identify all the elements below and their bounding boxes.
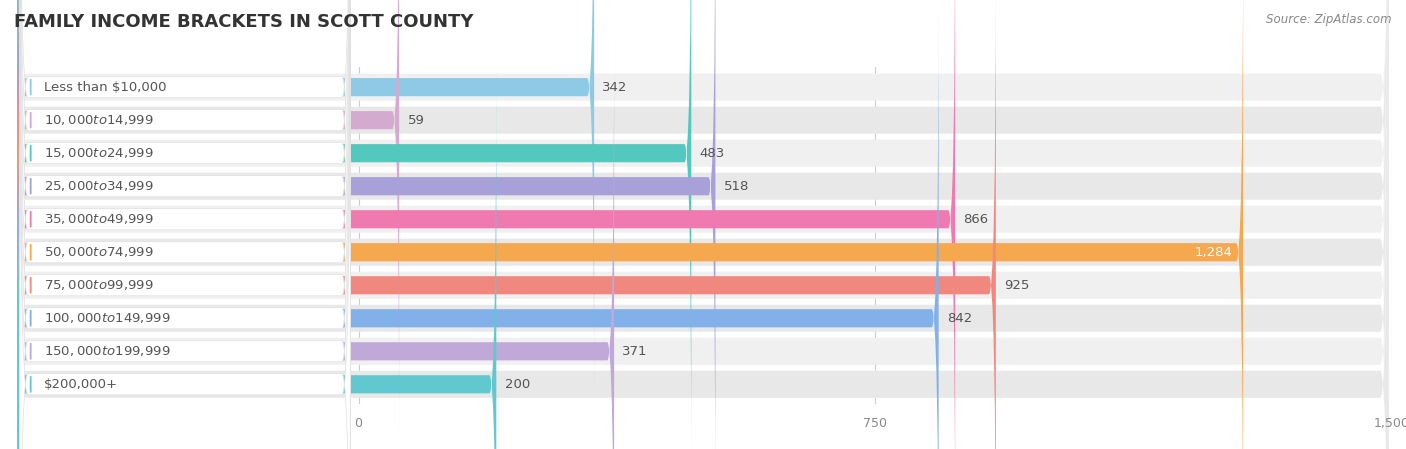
- FancyBboxPatch shape: [17, 0, 1389, 449]
- Text: FAMILY INCOME BRACKETS IN SCOTT COUNTY: FAMILY INCOME BRACKETS IN SCOTT COUNTY: [14, 13, 474, 31]
- Text: 842: 842: [946, 312, 972, 325]
- FancyBboxPatch shape: [17, 0, 716, 449]
- Text: 59: 59: [408, 114, 425, 127]
- FancyBboxPatch shape: [17, 0, 1389, 449]
- Text: $35,000 to $49,999: $35,000 to $49,999: [45, 212, 155, 226]
- Text: 866: 866: [963, 213, 988, 226]
- FancyBboxPatch shape: [17, 0, 1389, 449]
- Text: $100,000 to $149,999: $100,000 to $149,999: [45, 311, 172, 325]
- FancyBboxPatch shape: [20, 0, 350, 449]
- FancyBboxPatch shape: [17, 0, 1389, 449]
- Text: $150,000 to $199,999: $150,000 to $199,999: [45, 344, 172, 358]
- FancyBboxPatch shape: [17, 0, 692, 449]
- Text: $10,000 to $14,999: $10,000 to $14,999: [45, 113, 155, 127]
- FancyBboxPatch shape: [17, 0, 1389, 449]
- FancyBboxPatch shape: [17, 0, 1389, 449]
- Text: Less than $10,000: Less than $10,000: [45, 81, 167, 94]
- Text: 200: 200: [505, 378, 530, 391]
- Text: $50,000 to $74,999: $50,000 to $74,999: [45, 245, 155, 259]
- FancyBboxPatch shape: [17, 63, 496, 449]
- FancyBboxPatch shape: [20, 0, 350, 449]
- Text: 483: 483: [700, 147, 725, 160]
- FancyBboxPatch shape: [20, 0, 350, 449]
- FancyBboxPatch shape: [17, 0, 939, 449]
- Text: 371: 371: [623, 345, 648, 358]
- Text: $75,000 to $99,999: $75,000 to $99,999: [45, 278, 155, 292]
- FancyBboxPatch shape: [20, 0, 350, 449]
- FancyBboxPatch shape: [20, 0, 350, 449]
- FancyBboxPatch shape: [17, 0, 1243, 449]
- FancyBboxPatch shape: [20, 0, 350, 449]
- FancyBboxPatch shape: [20, 0, 350, 449]
- FancyBboxPatch shape: [17, 0, 955, 449]
- Text: 1,284: 1,284: [1195, 246, 1233, 259]
- Text: 518: 518: [724, 180, 749, 193]
- Text: $25,000 to $34,999: $25,000 to $34,999: [45, 179, 155, 193]
- FancyBboxPatch shape: [17, 0, 595, 408]
- FancyBboxPatch shape: [17, 0, 995, 449]
- Text: 925: 925: [1004, 279, 1029, 292]
- Text: $200,000+: $200,000+: [45, 378, 118, 391]
- Text: Source: ZipAtlas.com: Source: ZipAtlas.com: [1267, 13, 1392, 26]
- Text: $15,000 to $24,999: $15,000 to $24,999: [45, 146, 155, 160]
- FancyBboxPatch shape: [17, 0, 1389, 449]
- FancyBboxPatch shape: [20, 0, 350, 449]
- FancyBboxPatch shape: [17, 2, 1389, 449]
- Text: 342: 342: [602, 81, 628, 94]
- FancyBboxPatch shape: [17, 30, 614, 449]
- FancyBboxPatch shape: [17, 0, 1389, 449]
- FancyBboxPatch shape: [17, 0, 399, 441]
- FancyBboxPatch shape: [17, 0, 1389, 449]
- FancyBboxPatch shape: [20, 0, 350, 449]
- FancyBboxPatch shape: [20, 0, 350, 449]
